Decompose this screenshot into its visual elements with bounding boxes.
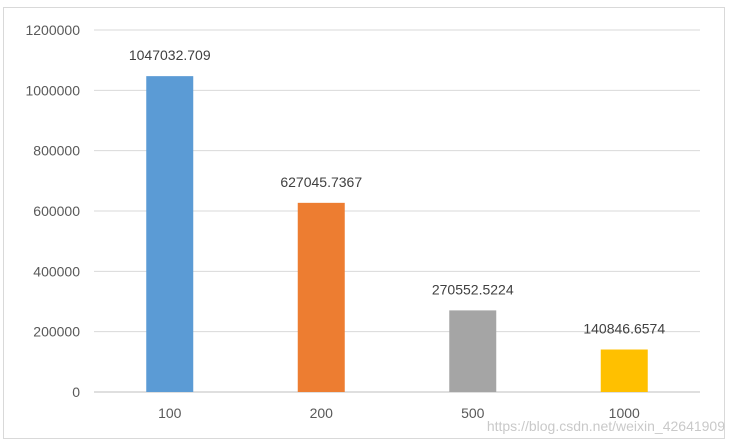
y-tick-label: 600000: [33, 203, 80, 219]
y-tick-label: 400000: [33, 263, 80, 279]
watermark-text: https://blog.csdn.net/weixin_42641909: [486, 418, 725, 434]
x-tick-label: 1000: [609, 405, 640, 421]
bar-100: [146, 76, 194, 392]
y-tick-label: 1200000: [25, 22, 80, 38]
x-tick-label: 500: [461, 405, 485, 421]
bar-layer: [146, 76, 648, 392]
y-tick-label: 0: [72, 384, 80, 400]
data-label: 270552.5224: [432, 281, 514, 297]
x-tick-label: 200: [310, 405, 334, 421]
y-axis-ticks: 0 200000 400000 600000 800000 1000000 1200000: [25, 22, 80, 400]
y-tick-label: 1000000: [25, 82, 80, 98]
data-label: 627045.7367: [280, 174, 362, 190]
bar-500: [449, 310, 497, 392]
x-axis-ticks: 100 200 500 1000: [158, 405, 640, 421]
x-tick-label: 100: [158, 405, 182, 421]
bar-1000: [600, 349, 648, 392]
y-tick-label: 200000: [33, 324, 80, 340]
data-label: 140846.6574: [583, 321, 665, 337]
data-label: 1047032.709: [129, 47, 211, 63]
y-tick-label: 800000: [33, 143, 80, 159]
data-labels: 1047032.709 627045.7367 270552.5224 140846.…: [129, 47, 665, 336]
grid-layer: [94, 29, 700, 393]
bar-200: [297, 202, 345, 392]
